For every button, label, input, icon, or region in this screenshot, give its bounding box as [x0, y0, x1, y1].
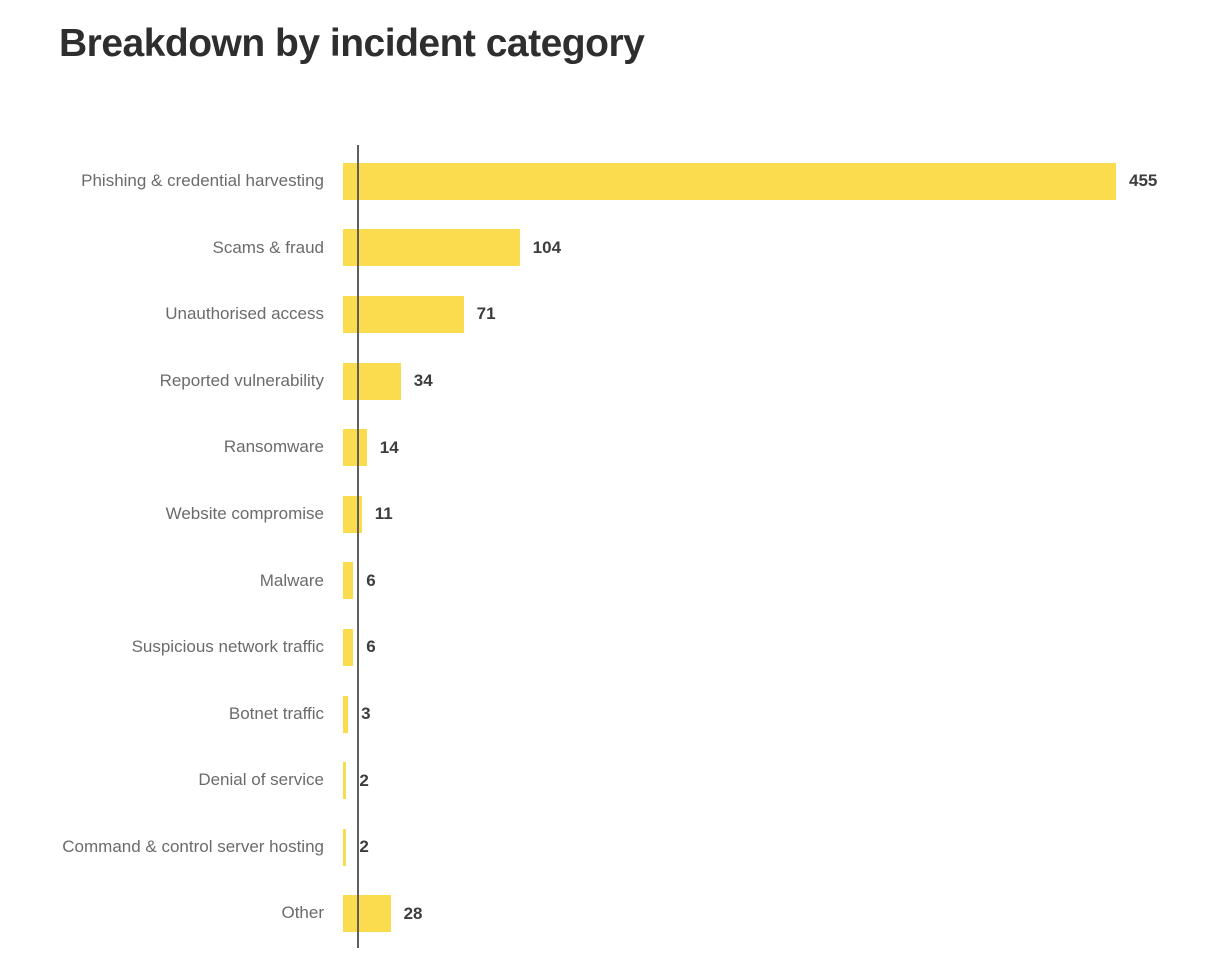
chart-title: Breakdown by incident category: [59, 22, 645, 65]
bar: [343, 295, 464, 333]
value-label: 71: [476, 304, 496, 324]
chart-row: Unauthorised access 71: [0, 281, 1206, 348]
bar: [343, 362, 401, 400]
category-label: Suspicious network traffic: [131, 637, 324, 657]
value-label: 104: [532, 237, 562, 257]
chart-row: Reported vulnerability 34: [0, 348, 1206, 415]
bar-chart: Phishing & credential harvesting 455 Scams…: [0, 145, 1206, 948]
value-label: 6: [366, 637, 376, 657]
chart-row: Other 28: [0, 881, 1206, 948]
category-label: Other: [281, 903, 324, 923]
chart-row: Botnet traffic 3: [0, 681, 1206, 748]
category-label: Scams & fraud: [212, 237, 325, 257]
plot-area: 14: [341, 414, 1206, 481]
plot-area: 2: [341, 747, 1206, 814]
value-label: 3: [361, 704, 371, 724]
chart-row: Website compromise 11: [0, 481, 1206, 548]
value-label: 11: [374, 504, 393, 524]
category-label: Command & control server hosting: [62, 836, 324, 856]
chart-row: Denial of service 2: [0, 747, 1206, 814]
bar: [343, 895, 391, 933]
y-axis-line: [357, 145, 359, 948]
category-label: Botnet traffic: [228, 703, 324, 723]
category-label: Website compromise: [165, 503, 324, 523]
chart-rows: Phishing & credential harvesting 455 Scams…: [0, 148, 1206, 947]
chart-row: Phishing & credential harvesting 455: [0, 148, 1206, 215]
plot-area: 3: [341, 681, 1206, 748]
category-label: Phishing & credential harvesting: [81, 170, 324, 190]
category-label: Ransomware: [223, 437, 324, 457]
plot-area: 11: [341, 481, 1206, 548]
bar: [343, 229, 520, 267]
plot-area: 455: [341, 148, 1206, 215]
chart-row: Suspicious network traffic 6: [0, 614, 1206, 681]
plot-area: 28: [341, 881, 1206, 948]
value-label: 14: [379, 437, 399, 457]
chart-row: Command & control server hosting 2: [0, 814, 1206, 881]
plot-area: 2: [341, 814, 1206, 881]
value-label: 2: [359, 770, 369, 790]
category-label: Unauthorised access: [165, 304, 324, 324]
value-label: 6: [366, 570, 376, 590]
chart-row: Malware 6: [0, 548, 1206, 615]
category-label: Reported vulnerability: [159, 370, 324, 390]
bar: [343, 762, 347, 800]
category-label: Malware: [259, 570, 324, 590]
category-label: Denial of service: [198, 770, 324, 790]
plot-area: 104: [341, 215, 1206, 282]
bar: [343, 628, 354, 666]
plot-area: 6: [341, 614, 1206, 681]
bar: [343, 562, 354, 600]
bar: [343, 828, 347, 866]
plot-area: 6: [341, 548, 1206, 615]
value-label: 2: [359, 837, 369, 857]
chart-row: Ransomware 14: [0, 414, 1206, 481]
value-label: 34: [413, 371, 433, 391]
bar: [343, 429, 367, 467]
plot-area: 71: [341, 281, 1206, 348]
bar: [343, 695, 349, 733]
value-label: 455: [1129, 171, 1158, 191]
value-label: 28: [403, 903, 423, 923]
plot-area: 34: [341, 348, 1206, 415]
bar: [343, 162, 1116, 200]
chart-row: Scams & fraud 104: [0, 215, 1206, 282]
